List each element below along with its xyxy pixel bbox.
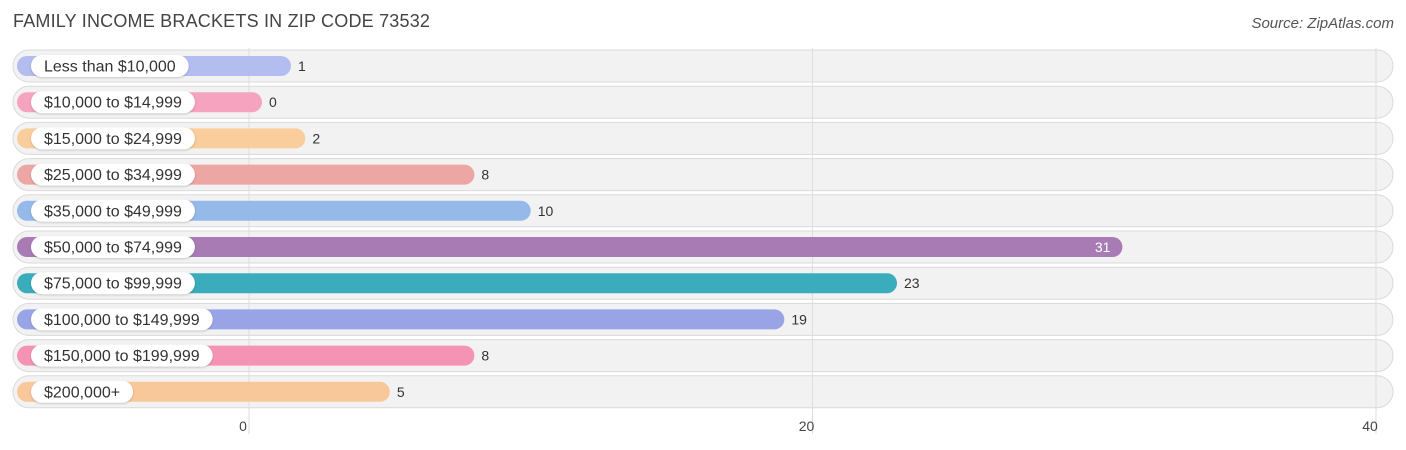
chart-title: FAMILY INCOME BRACKETS IN ZIP CODE 73532 (13, 11, 431, 31)
row-background (12, 121, 1394, 155)
value-label: 8 (481, 348, 489, 364)
category-pill (31, 127, 195, 150)
row-background (12, 85, 1394, 119)
bar (17, 237, 1123, 257)
category-label: $35,000 to $49,999 (44, 203, 182, 220)
x-tick-label: 0 (239, 418, 247, 434)
value-label: 5 (397, 384, 405, 400)
category-label: $50,000 to $74,999 (44, 240, 182, 257)
category-pill (31, 380, 134, 403)
value-label: 23 (904, 275, 920, 291)
category-label: $150,000 to $199,999 (44, 348, 200, 365)
category-label: $200,000+ (44, 384, 120, 401)
category-pill (31, 163, 195, 186)
x-tick-label: 40 (1362, 418, 1378, 434)
category-pill (31, 236, 195, 258)
category-pill (31, 199, 195, 222)
value-label: 10 (538, 203, 554, 219)
category-pill (31, 272, 195, 295)
category-label: $10,000 to $14,999 (44, 95, 182, 112)
category-pill (31, 91, 195, 114)
category-pill (31, 344, 213, 367)
value-label: 31 (1095, 239, 1111, 255)
category-label: Less than $10,000 (44, 59, 176, 76)
category-label: $75,000 to $99,999 (44, 276, 182, 293)
bar (17, 273, 898, 294)
value-label: 1 (298, 58, 306, 74)
category-label: $100,000 to $149,999 (44, 312, 200, 329)
value-label: 19 (791, 311, 807, 327)
value-label: 0 (269, 94, 277, 110)
value-label: 2 (312, 130, 320, 146)
category-label: $25,000 to $34,999 (44, 167, 182, 184)
row-background (12, 49, 1394, 83)
category-pill (31, 55, 189, 77)
value-label: 8 (481, 167, 489, 183)
x-tick-label: 20 (799, 418, 815, 434)
chart-source: Source: ZipAtlas.com (1251, 15, 1394, 32)
category-pill (31, 308, 213, 331)
category-label: $15,000 to $24,999 (44, 131, 182, 148)
